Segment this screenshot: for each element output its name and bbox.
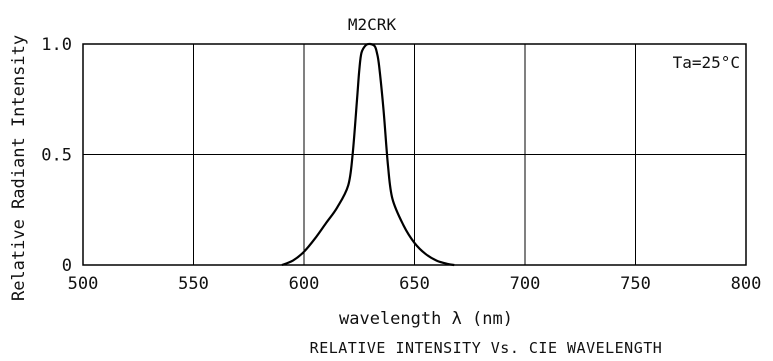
y-tick-label-0.5: 0.5: [41, 146, 72, 166]
data-point-645: [402, 224, 404, 226]
data-point-625: [358, 69, 360, 71]
data-point-610: [325, 222, 327, 224]
series-line: [281, 42, 455, 267]
data-point-638: [387, 164, 389, 166]
data-point-655: [424, 253, 426, 255]
data-point-595: [292, 259, 294, 261]
data-point-665: [446, 263, 448, 265]
data-point-628: [365, 44, 367, 46]
temperature-annotation: Ta=25°C: [673, 53, 740, 72]
data-point-640: [391, 198, 393, 200]
data-point-633: [376, 52, 378, 54]
data-point-626: [360, 52, 362, 54]
x-tick-label-500: 500: [68, 274, 99, 294]
chart-caption: RELATIVE INTENSITY Vs. CIE WAVELENGTH: [310, 339, 663, 357]
data-point-620: [347, 184, 349, 186]
data-point-600: [303, 251, 305, 253]
data-point-622: [351, 153, 353, 155]
x-tick-label-650: 650: [399, 274, 430, 294]
x-tick-label-800: 800: [731, 274, 762, 294]
data-point-650: [413, 242, 415, 244]
chart-title: M2CRK: [348, 15, 397, 34]
data-point-630: [369, 43, 371, 45]
data-point-624: [356, 98, 358, 100]
y-tick-label-0: 0: [62, 256, 72, 276]
y-axis-label: Relative Radiant Intensity: [9, 35, 29, 301]
data-point-615: [336, 206, 338, 208]
y-tick-labels: 0 0.5 1.0: [41, 35, 72, 276]
x-tick-label-750: 750: [620, 274, 651, 294]
data-point-605: [314, 237, 316, 239]
data-point-660: [435, 259, 437, 261]
x-tick-labels: 500 550 600 650 700 750 800: [68, 274, 762, 294]
data-point-634: [378, 65, 380, 67]
plot-frame: [82, 43, 747, 266]
data-point-636: [382, 109, 384, 111]
x-tick-label-600: 600: [289, 274, 320, 294]
data-point-590: [281, 264, 283, 266]
data-point-632: [374, 45, 376, 47]
x-axis-label: wavelength λ (nm): [339, 309, 513, 329]
y-tick-label-1.0: 1.0: [41, 35, 72, 55]
data-point-668: [453, 264, 455, 266]
grid: [83, 44, 746, 265]
x-tick-label-550: 550: [178, 274, 209, 294]
x-tick-label-700: 700: [510, 274, 541, 294]
